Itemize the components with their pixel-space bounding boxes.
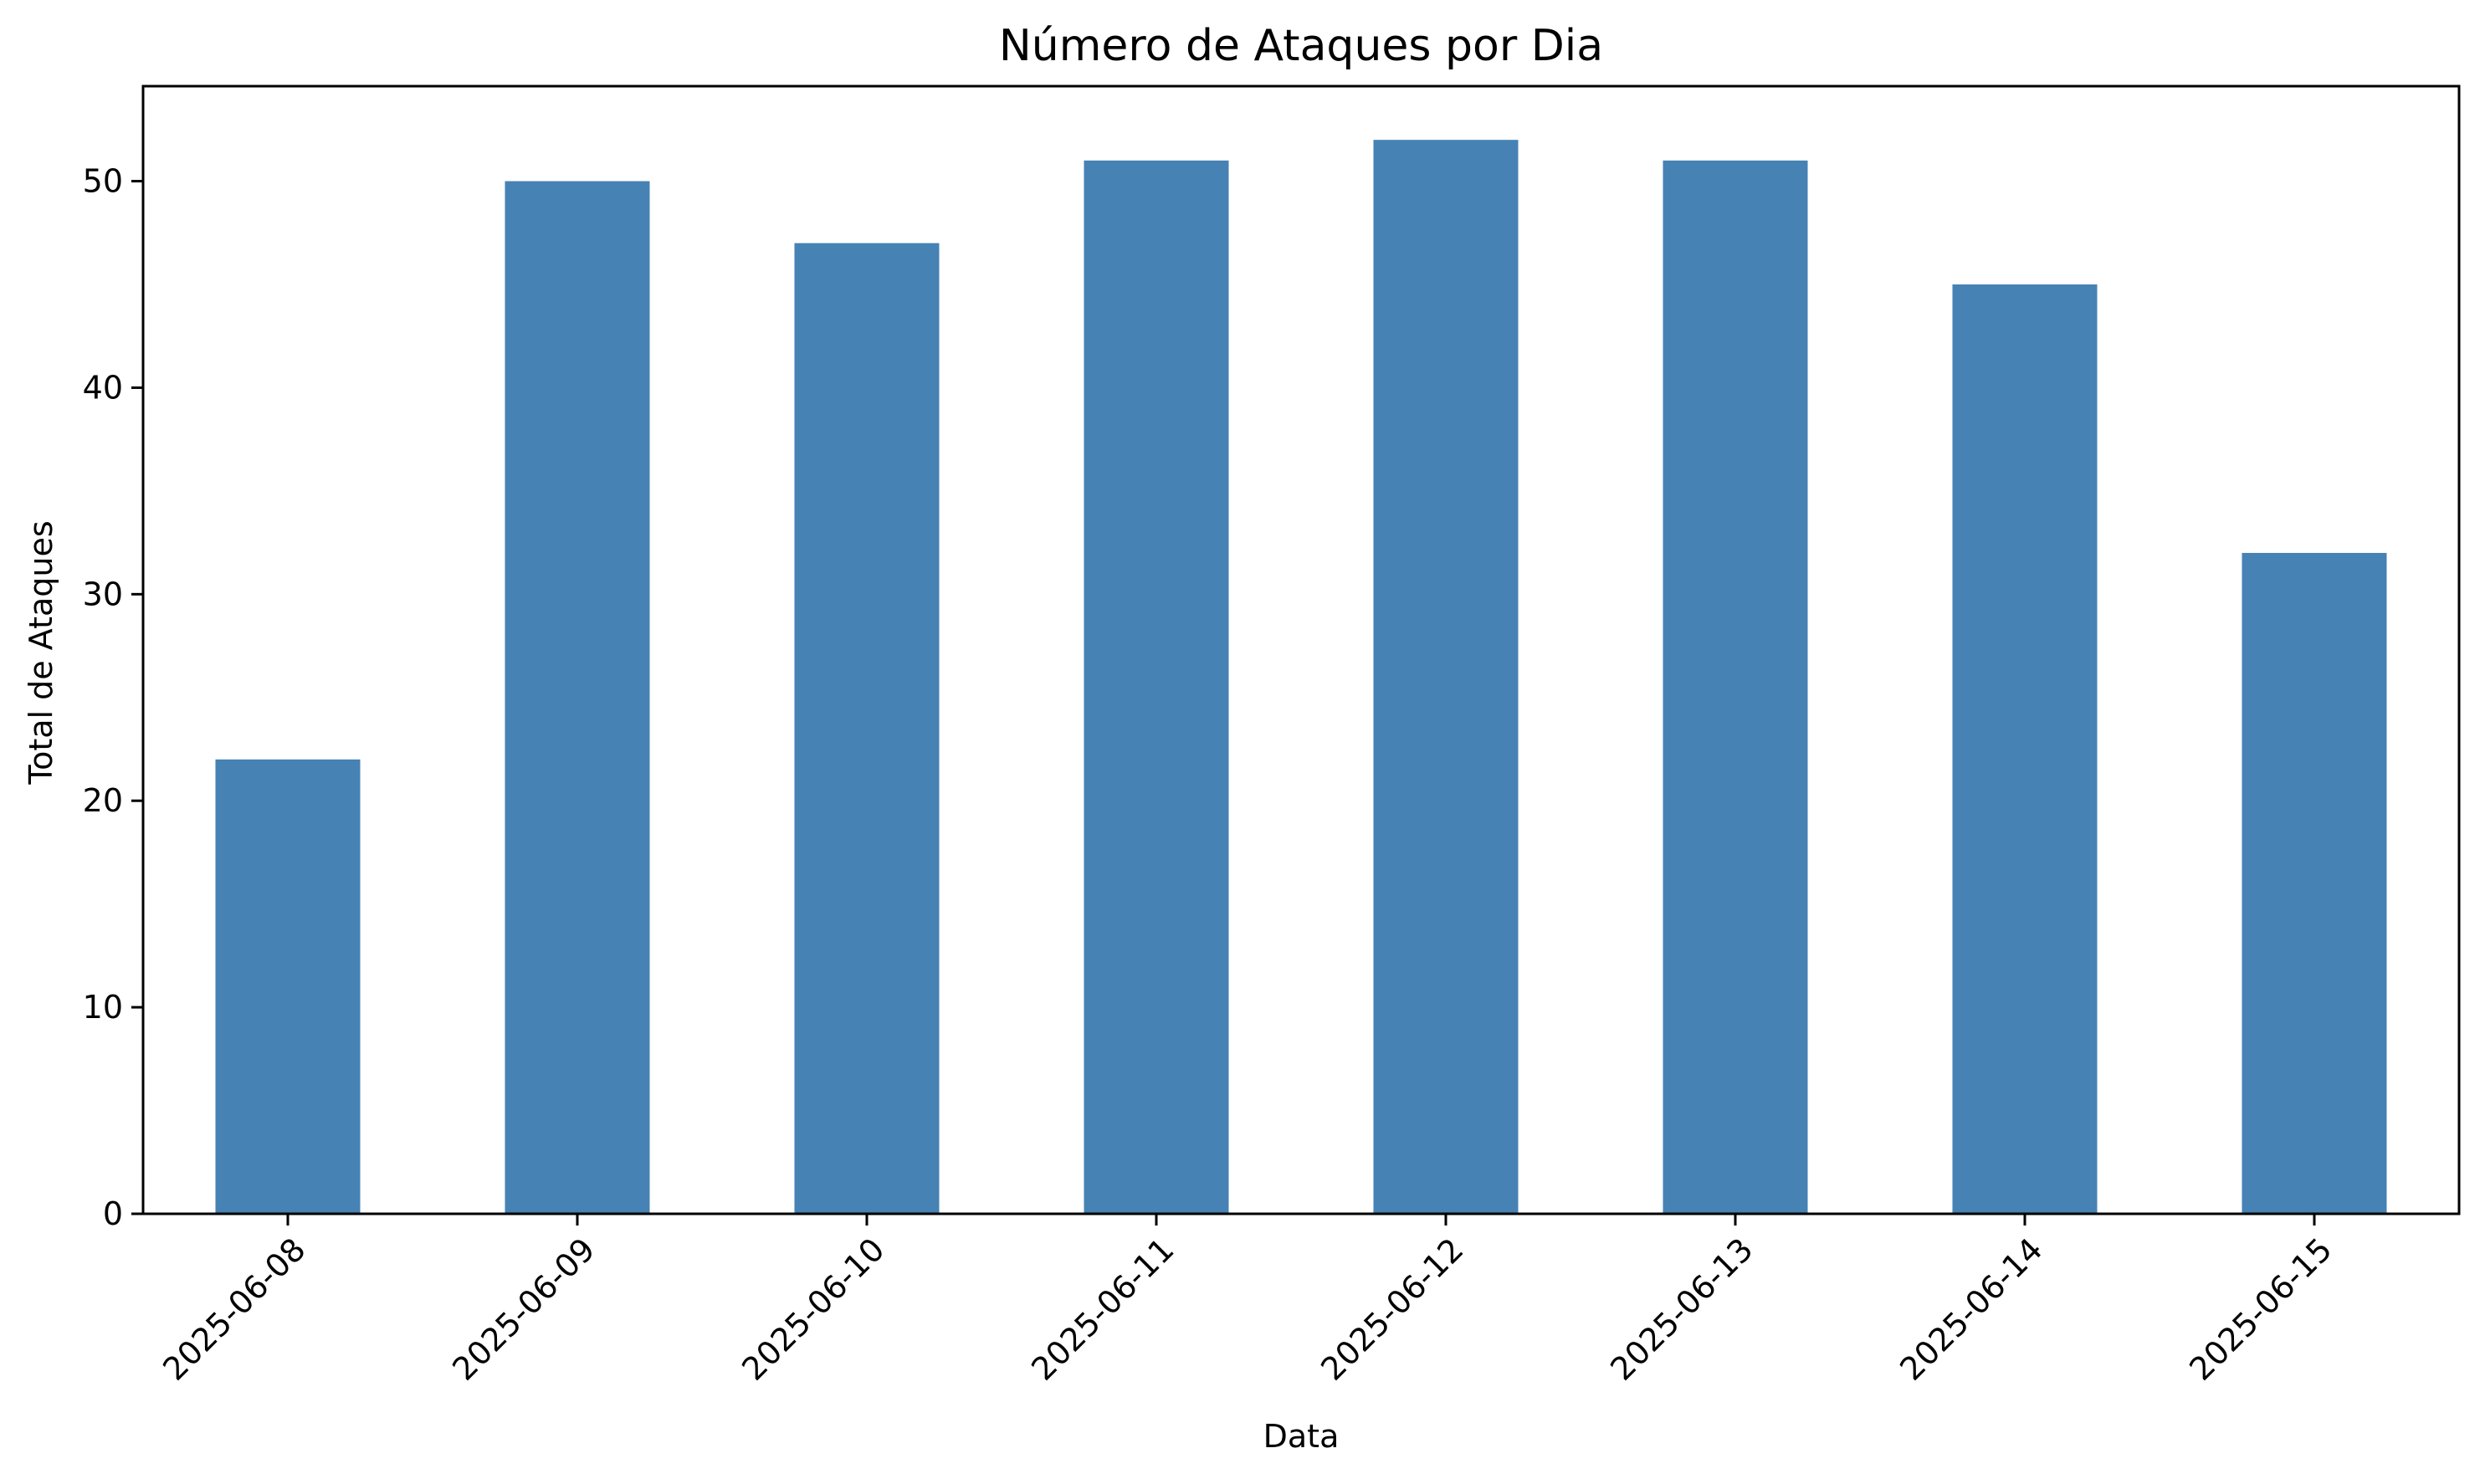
y-tick-label: 40 (83, 369, 123, 406)
bars-layer (215, 140, 2387, 1215)
y-axis-label: Total de Ataques (23, 520, 59, 785)
bar-2025-06-13 (1663, 160, 1808, 1214)
plot-frame (141, 84, 2461, 1215)
bar-2025-06-11 (1084, 160, 1229, 1214)
bar-2025-06-15 (2242, 552, 2387, 1214)
y-tick-label: 10 (83, 989, 123, 1026)
y-axis-ticks: 0 10 20 30 40 50 (83, 163, 143, 1232)
y-tick-label: 0 (103, 1195, 123, 1232)
bar-2025-06-12 (1373, 140, 1519, 1215)
bar-2025-06-09 (505, 181, 650, 1215)
y-tick-label: 50 (83, 163, 123, 200)
bar-2025-06-08 (215, 759, 361, 1214)
y-tick-label: 20 (83, 782, 123, 819)
y-tick-label: 30 (83, 576, 123, 612)
x-axis-label: Data (1263, 1418, 1340, 1455)
bar-2025-06-10 (794, 243, 940, 1215)
bar-2025-06-14 (1952, 284, 2098, 1214)
chart-title: Número de Ataques por Dia (999, 21, 1603, 71)
